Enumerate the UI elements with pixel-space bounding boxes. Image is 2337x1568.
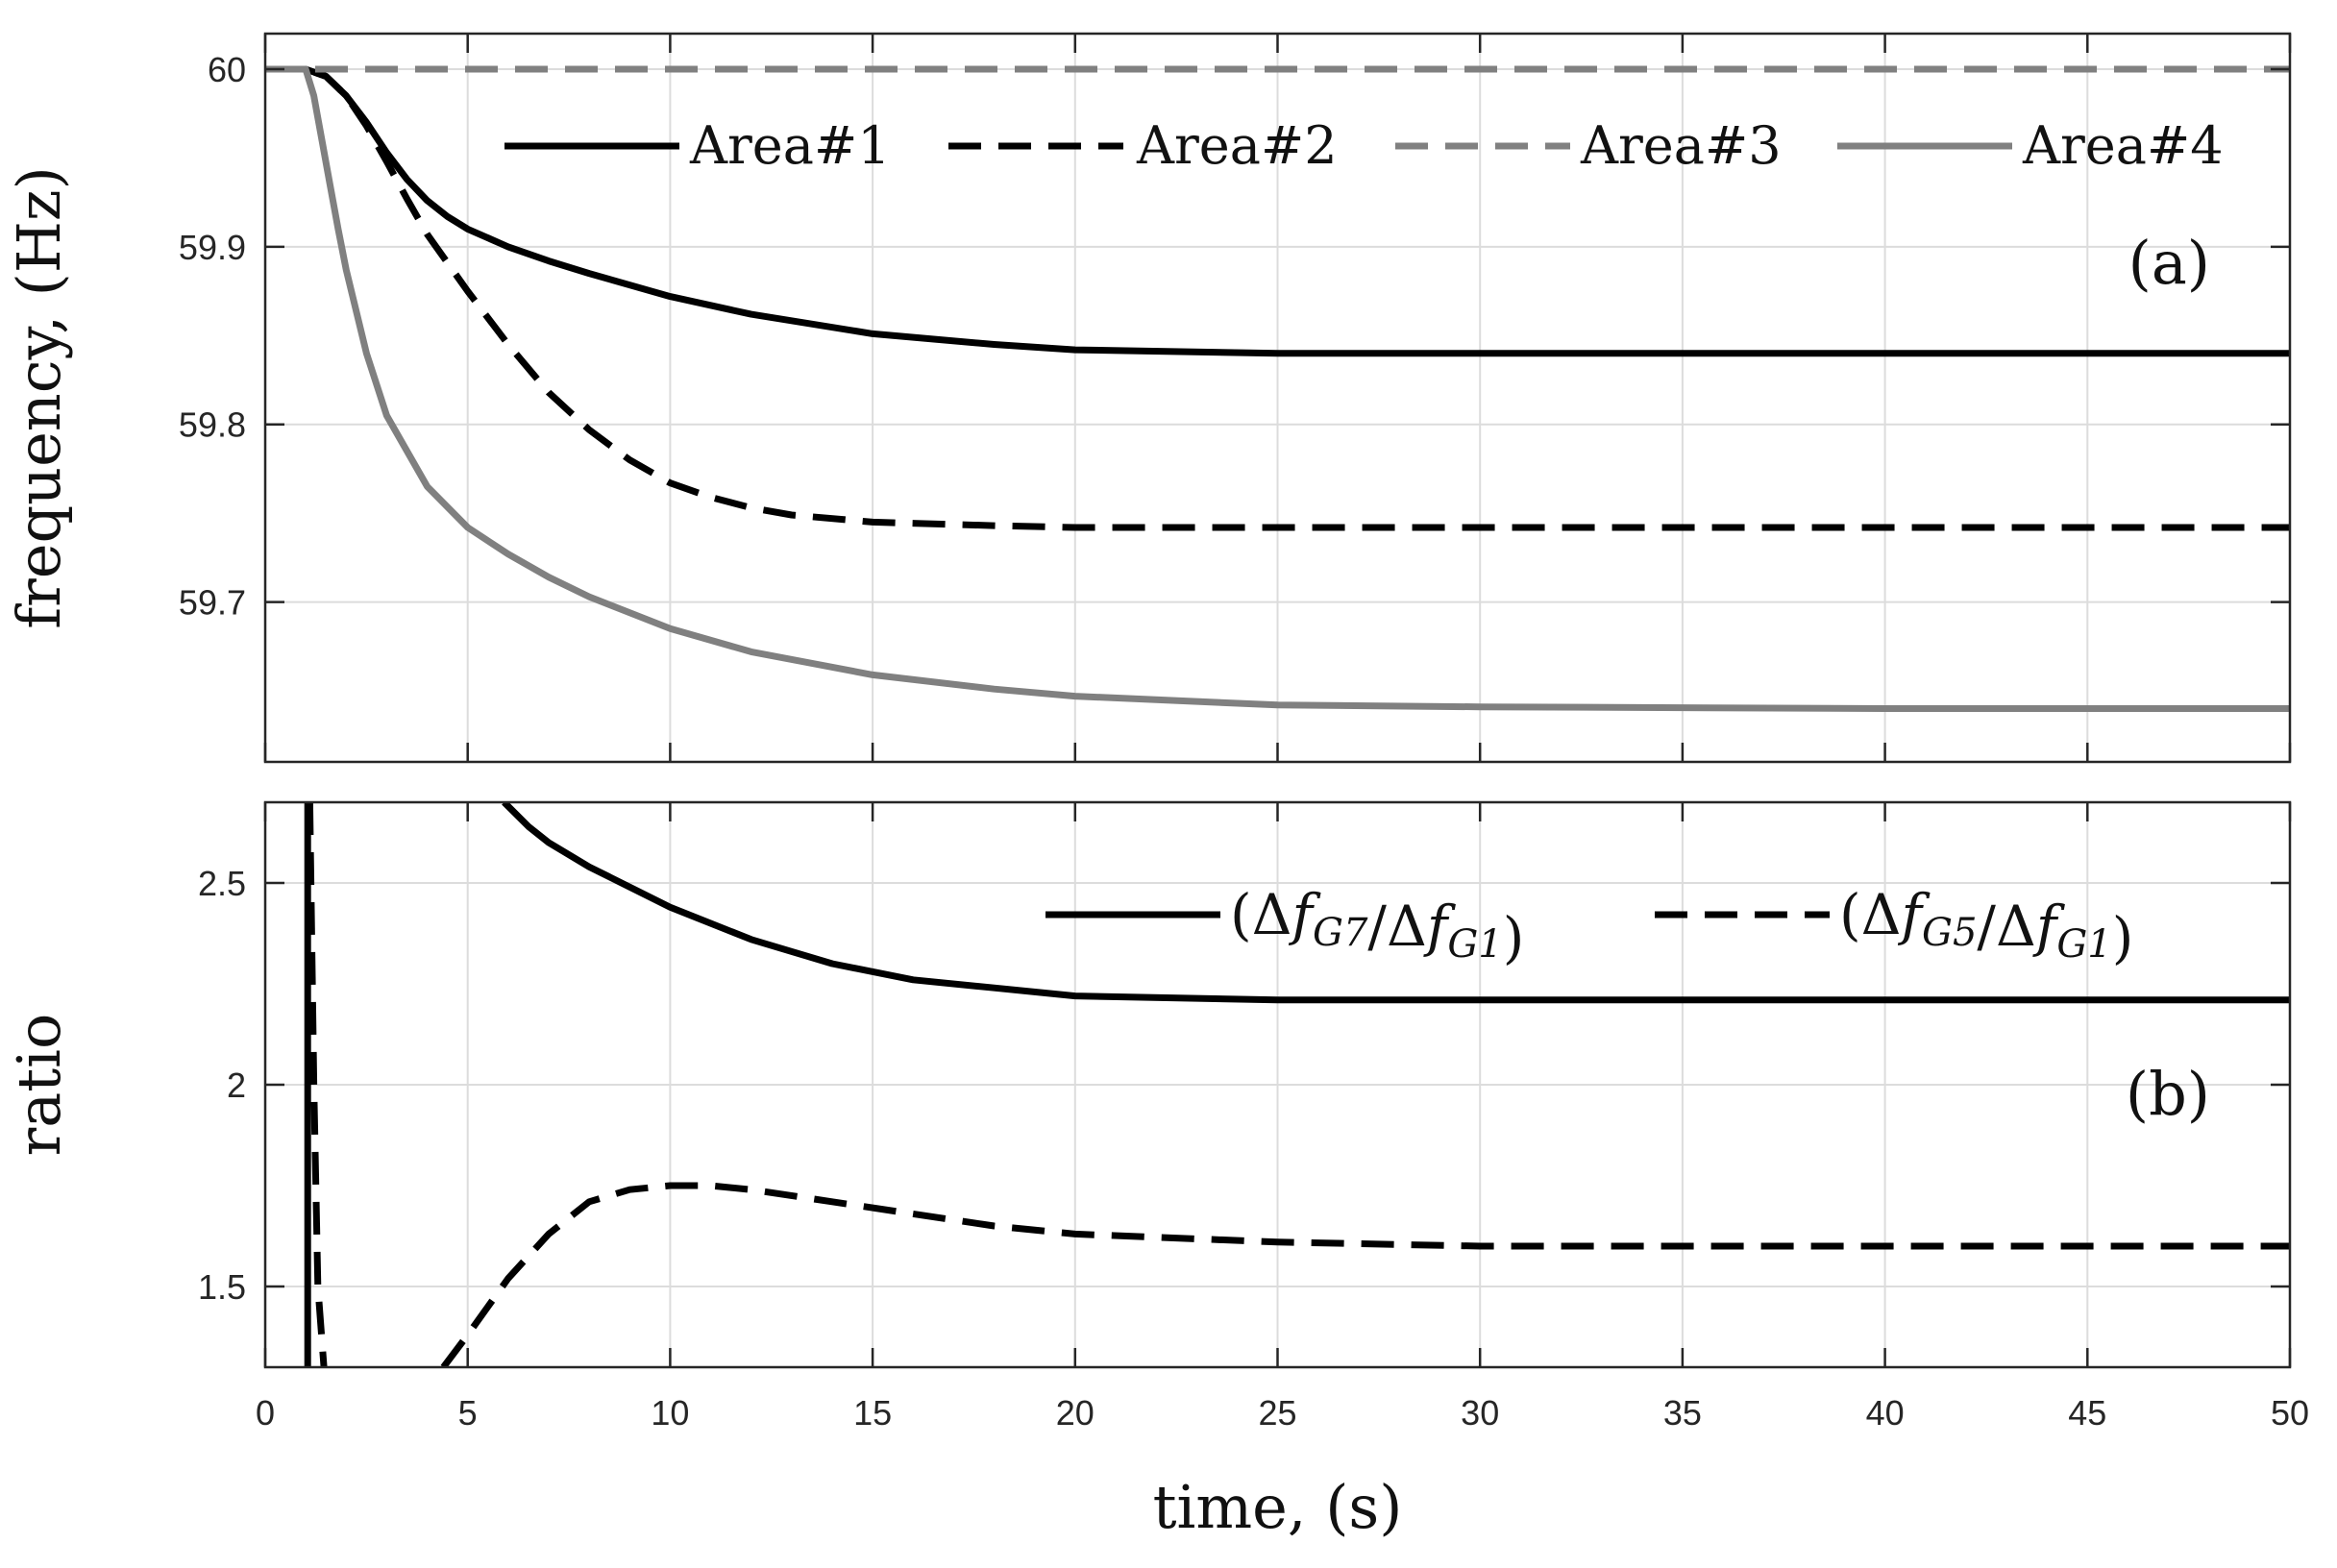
x-tick-label: 25: [1258, 1393, 1296, 1433]
series-group: [304, 802, 2290, 1367]
legend-label: Area#4: [2022, 115, 2224, 176]
panel-label: (a): [2128, 228, 2210, 298]
series-line: [265, 65, 2290, 531]
x-tick-label: 5: [458, 1393, 478, 1433]
legend-label: (ΔfG5/ΔfG1): [1839, 882, 2133, 970]
y-tick-label: 59.8: [179, 405, 246, 445]
legend-label: (ΔfG7/ΔfG1): [1230, 882, 1524, 970]
y-tick-label: 59.7: [179, 583, 246, 623]
series-line: [502, 802, 2290, 1004]
x-axis-label: time, (s): [1153, 1472, 1403, 1542]
y-axis-label: ratio: [4, 1014, 74, 1157]
x-tick-label: 30: [1461, 1393, 1499, 1433]
legend-label: Area#2: [1136, 115, 1338, 176]
legend-label: Area#1: [689, 115, 891, 176]
y-tick-label: 60: [208, 50, 246, 89]
x-tick-label: 20: [1056, 1393, 1095, 1433]
panel-b: 1.5 2 2.5 0 5 10 15 20 25 30 35 40 45 50 time, (s) rati…: [4, 800, 2309, 1542]
x-tick-label: 10: [651, 1393, 689, 1433]
panel-a: 59.7 59.8 59.9 60 frequency, (Hz) (a) Area#1 Ar…: [4, 32, 2292, 764]
x-tick-label: 15: [853, 1393, 892, 1433]
panel-label: (b): [2126, 1059, 2210, 1129]
y-tick-label: 2: [227, 1066, 246, 1105]
series-line: [440, 1182, 2290, 1367]
x-tick-label: 35: [1663, 1393, 1702, 1433]
legend-label: Area#3: [1580, 115, 1782, 176]
series-line: [306, 802, 328, 1367]
y-axis-label: frequency, (Hz): [4, 166, 74, 629]
x-tick-label: 45: [2068, 1393, 2106, 1433]
series-group: [265, 65, 2290, 712]
y-tick-label: 2.5: [198, 864, 246, 903]
x-tick-label: 0: [256, 1393, 275, 1433]
series-line: [265, 65, 2290, 712]
x-tick-label: 50: [2271, 1393, 2309, 1433]
y-tick-label: 1.5: [198, 1267, 246, 1307]
y-tick-label: 59.9: [179, 228, 246, 267]
x-tick-label: 40: [1866, 1393, 1905, 1433]
